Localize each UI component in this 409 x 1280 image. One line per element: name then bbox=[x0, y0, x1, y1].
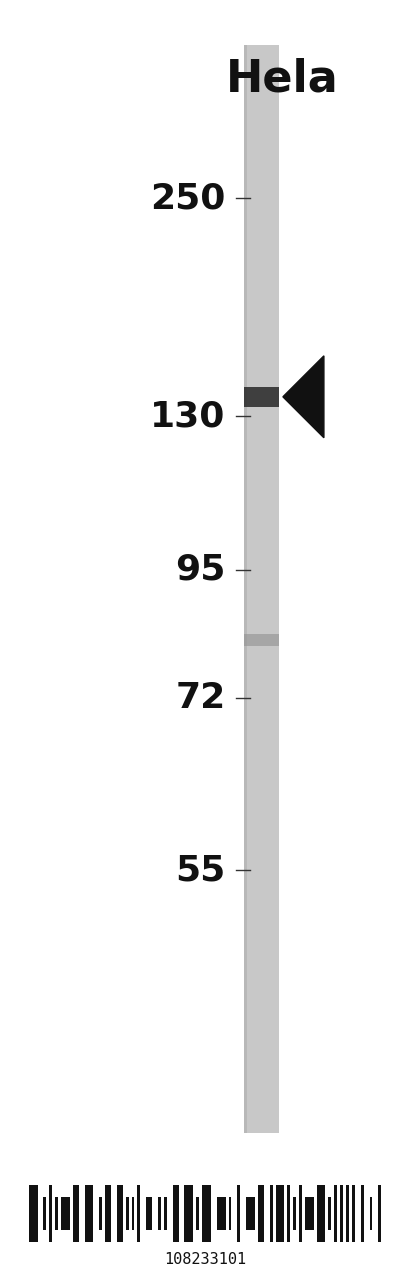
Bar bbox=[216, 1197, 225, 1230]
Bar bbox=[202, 1185, 210, 1242]
Bar bbox=[328, 1197, 330, 1230]
Text: 72: 72 bbox=[175, 681, 225, 714]
Bar bbox=[84, 1185, 93, 1242]
Bar bbox=[72, 1185, 79, 1242]
Bar bbox=[243, 45, 278, 1133]
Bar bbox=[275, 1185, 283, 1242]
Bar bbox=[117, 1185, 122, 1242]
Bar bbox=[287, 1185, 290, 1242]
Bar bbox=[269, 1185, 272, 1242]
Bar bbox=[164, 1197, 166, 1230]
Bar bbox=[369, 1197, 371, 1230]
Text: 108233101: 108233101 bbox=[164, 1252, 245, 1267]
Text: 95: 95 bbox=[175, 553, 225, 586]
Bar bbox=[131, 1197, 134, 1230]
Bar bbox=[55, 1197, 58, 1230]
Text: Hela: Hela bbox=[225, 58, 337, 101]
Bar bbox=[257, 1185, 263, 1242]
Bar bbox=[292, 1197, 295, 1230]
Bar bbox=[298, 1185, 301, 1242]
Polygon shape bbox=[282, 356, 323, 438]
Text: 55: 55 bbox=[175, 854, 225, 887]
Bar bbox=[237, 1185, 240, 1242]
Bar bbox=[184, 1185, 193, 1242]
Bar bbox=[105, 1185, 111, 1242]
Bar bbox=[345, 1185, 348, 1242]
Text: 250: 250 bbox=[150, 182, 225, 215]
Bar bbox=[61, 1197, 70, 1230]
Bar bbox=[243, 387, 278, 407]
Bar bbox=[49, 1185, 52, 1242]
Bar bbox=[339, 1185, 342, 1242]
Bar bbox=[228, 1197, 231, 1230]
Bar bbox=[137, 1185, 140, 1242]
Bar bbox=[360, 1185, 363, 1242]
Bar bbox=[157, 1197, 160, 1230]
Bar bbox=[316, 1185, 325, 1242]
Bar bbox=[43, 1197, 46, 1230]
Bar bbox=[245, 1197, 254, 1230]
Text: 130: 130 bbox=[150, 399, 225, 433]
Bar bbox=[172, 1185, 178, 1242]
Bar bbox=[351, 1185, 354, 1242]
Bar bbox=[29, 1185, 38, 1242]
Bar bbox=[378, 1185, 380, 1242]
Bar bbox=[125, 1197, 128, 1230]
Bar bbox=[333, 1185, 336, 1242]
Bar bbox=[243, 45, 246, 1133]
Bar bbox=[304, 1197, 313, 1230]
Bar bbox=[99, 1197, 102, 1230]
Bar bbox=[196, 1197, 199, 1230]
Bar bbox=[243, 634, 278, 646]
Bar bbox=[146, 1197, 152, 1230]
